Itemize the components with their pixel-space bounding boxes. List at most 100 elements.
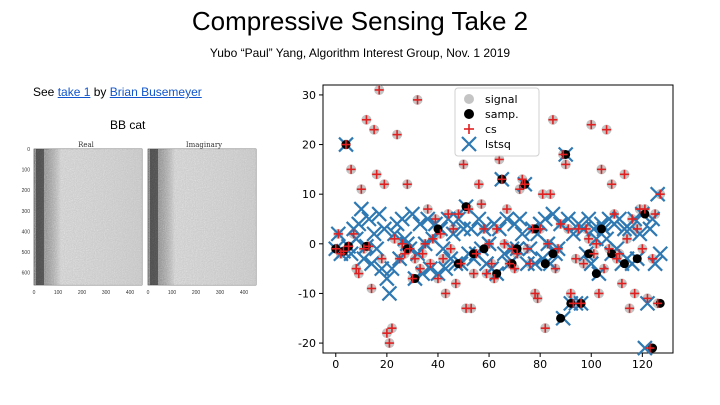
cs-point [576, 298, 586, 308]
lstsq-point [537, 211, 554, 227]
lstsq-point [381, 285, 398, 302]
lstsq-point [371, 206, 387, 222]
legend-entry: signal [464, 93, 518, 106]
lstsq-point [366, 226, 382, 242]
cs-point [525, 259, 535, 269]
cs-point [359, 244, 369, 254]
cs-point [550, 264, 560, 274]
x-tick-label: 80 [533, 358, 547, 371]
cs-point [349, 229, 359, 239]
bb-x-tick-label: 100 [168, 290, 177, 296]
bb-y-tick-label: 0 [27, 147, 30, 153]
cs-point [407, 274, 417, 284]
lstsq-point [637, 340, 653, 356]
lstsq-point [384, 260, 400, 277]
cs-point [586, 120, 596, 130]
bb-y-tick-label: 500 [22, 250, 31, 256]
cs-point [563, 224, 573, 234]
take-1-link[interactable]: take 1 [57, 85, 91, 99]
lstsq-point [379, 270, 395, 287]
cs-point [489, 274, 499, 284]
cs-point [599, 264, 609, 274]
cs-point [446, 244, 456, 254]
cs-point [640, 204, 650, 214]
cs-point [333, 229, 343, 239]
cs-point [622, 234, 632, 244]
cs-point [423, 204, 433, 214]
cs-point [492, 224, 502, 234]
cs-point [487, 259, 497, 269]
bb-y-tick-label: 600 [22, 271, 31, 277]
cs-point [341, 140, 351, 150]
panel-title-real: Real [78, 141, 95, 149]
lstsq-point [455, 221, 472, 237]
x-tick-label: 0 [332, 358, 339, 371]
cs-point [459, 159, 469, 169]
reference-line: See take 1 by Brian Busemeyer [33, 85, 202, 99]
slide-title: Compressive Sensing Take 2 [191, 6, 529, 36]
cs-point [364, 241, 374, 251]
cs-point [619, 169, 629, 179]
cs-point [520, 179, 530, 189]
lstsq-point [580, 211, 597, 227]
cs-point [400, 249, 410, 259]
imaginary-panel-shading [148, 149, 256, 285]
cs-point [425, 259, 435, 269]
cs-point [354, 269, 364, 279]
y-tick-label: 20 [302, 139, 316, 152]
chart-legend: signal samp. cs lstsq [454, 87, 540, 157]
samp-point [596, 224, 606, 234]
author-link[interactable]: Brian Busemeyer [109, 85, 202, 99]
bb-x-tick-label: 400 [240, 290, 249, 296]
lstsq-point [593, 216, 610, 232]
samp-point [479, 244, 489, 254]
lstsq-point [361, 211, 377, 227]
bb-x-tick-label: 200 [78, 290, 87, 296]
legend-label: cs [485, 123, 497, 136]
lstsq-point [511, 211, 528, 227]
lstsq-point [412, 216, 428, 232]
lstsq-point [356, 250, 372, 267]
cs-point [402, 179, 412, 189]
cs-point [630, 288, 640, 298]
cs-point [476, 199, 486, 209]
bb-x-tick-label: 400 [126, 290, 135, 296]
lstsq-point [450, 211, 467, 227]
cs-point [512, 249, 522, 259]
cs-point [346, 164, 356, 174]
legend-entry: cs [464, 123, 497, 136]
cs-point [510, 264, 520, 274]
see-prefix: See [33, 85, 58, 99]
lstsq-point [471, 211, 487, 227]
by-text: by [90, 85, 110, 99]
axis-ticks: 0 20 40 60 80 100 120 -20 -10 0 10 20 30 [298, 89, 653, 371]
lstsq-point [621, 221, 638, 237]
lstsq-point [422, 260, 439, 277]
lstsq-point [430, 265, 446, 282]
cs-point [369, 125, 379, 135]
cs-point [561, 159, 571, 169]
slide-subtitle: Yubo “Paul” Yang, Algorithm Interest Gro… [209, 46, 511, 60]
lstsq-point [404, 206, 421, 222]
imaginary-panel-dark-edge [150, 149, 158, 285]
legend-entry: samp. [464, 108, 519, 121]
cs-point [655, 189, 665, 199]
cs-point [556, 219, 566, 229]
lstsq-point [642, 221, 658, 237]
legend-label: signal [485, 93, 518, 106]
bb-cat-axis-ticks: 0 100 200 300 400 500 600 0 100 200 300 400 0 100 200 3… [22, 147, 249, 296]
cs-point [464, 204, 474, 214]
lstsq-point [499, 211, 515, 227]
y-tick-label: 10 [302, 188, 316, 201]
samp-point [619, 259, 629, 269]
cs-point [344, 241, 354, 251]
cs-point [548, 115, 558, 125]
cs-point [441, 288, 451, 298]
cs-scatter-chart: 0 20 40 60 80 100 120 -20 -10 0 10 20 30 signal samp.… [298, 84, 674, 371]
cs-point [648, 254, 658, 264]
lstsq-point [514, 226, 531, 242]
cs-point [543, 239, 553, 249]
bb-cat-label: BB cat [110, 118, 146, 132]
lstsq-point [353, 201, 370, 217]
cs-point [632, 224, 642, 234]
